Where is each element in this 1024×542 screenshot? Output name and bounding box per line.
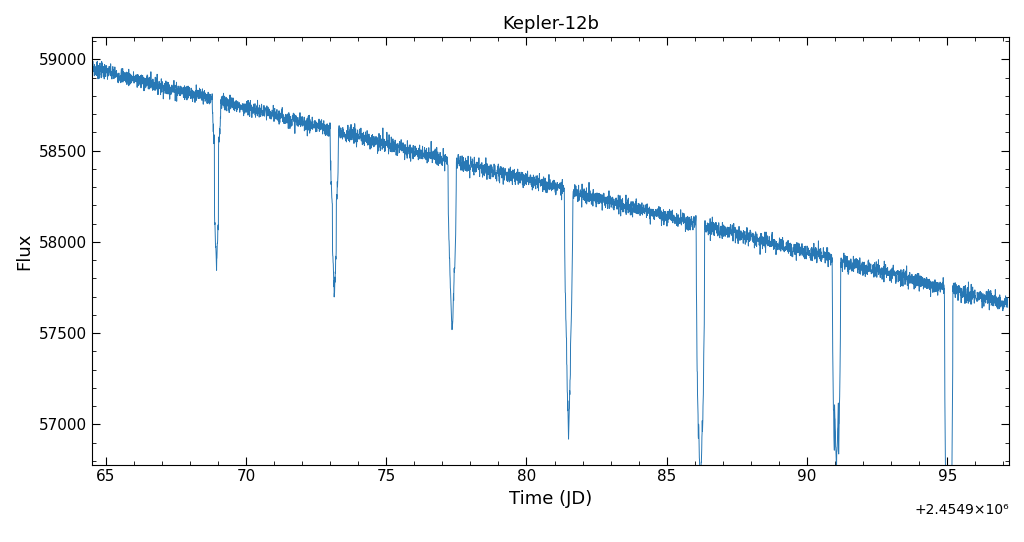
Y-axis label: Flux: Flux bbox=[15, 233, 33, 270]
Text: +2.4549×10⁶: +2.4549×10⁶ bbox=[914, 503, 1009, 517]
Title: Kepler-12b: Kepler-12b bbox=[502, 15, 599, 33]
X-axis label: Time (JD): Time (JD) bbox=[509, 490, 592, 508]
